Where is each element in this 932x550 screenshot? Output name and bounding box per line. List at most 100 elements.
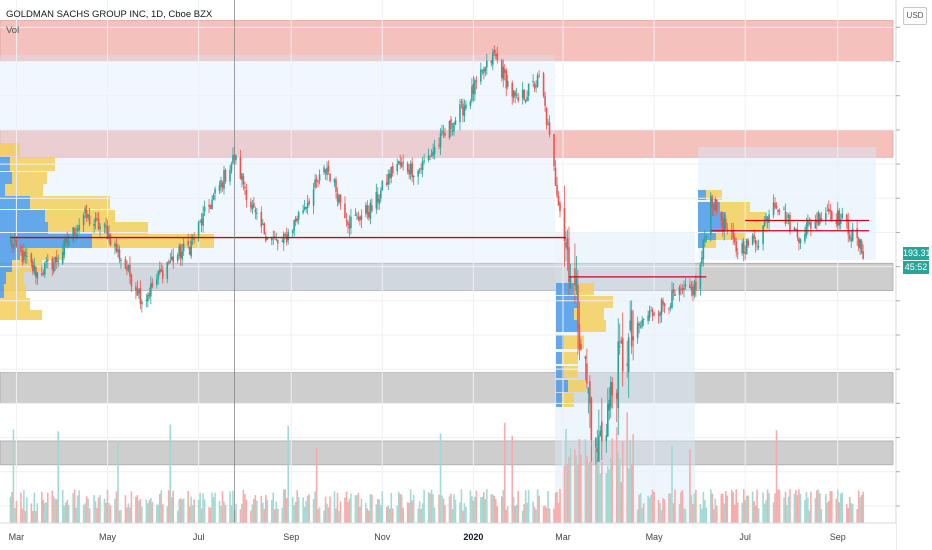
profile-bar-down — [562, 352, 578, 364]
candle-body — [798, 238, 800, 243]
candle-body — [126, 267, 128, 271]
candle-body — [850, 238, 852, 242]
candle-body — [82, 215, 85, 226]
volume-bar — [733, 504, 736, 523]
volume-bar — [618, 458, 621, 523]
volume-bar — [756, 489, 758, 523]
volume-bar — [577, 464, 579, 523]
volume-bar — [160, 490, 163, 523]
candle-body — [202, 213, 204, 226]
candle-body — [260, 211, 263, 227]
volume-bar — [67, 504, 70, 523]
volume-bar — [103, 498, 106, 523]
volume-bar — [721, 493, 724, 523]
volume-bar — [442, 498, 445, 523]
volume-bar — [453, 494, 455, 523]
candle-body — [380, 190, 382, 199]
volume-bar — [12, 429, 15, 523]
support-zone — [0, 440, 894, 466]
volume-bar — [232, 490, 234, 523]
volume-bar — [420, 508, 422, 523]
candle-body — [377, 194, 379, 203]
candle-body — [96, 219, 98, 221]
candle-body — [135, 286, 137, 291]
volume-bar — [347, 501, 349, 523]
volume-bar — [653, 492, 655, 523]
currency-button[interactable]: USD — [903, 7, 927, 25]
x-tick-label: Nov — [374, 532, 391, 542]
candle-body — [245, 190, 248, 200]
volume-bar — [375, 504, 378, 523]
candle-body — [735, 241, 738, 252]
candle-body — [157, 271, 160, 280]
volume-bar — [704, 499, 706, 523]
volume-bar — [502, 490, 505, 523]
volume-bar — [402, 507, 404, 523]
volume-bar — [108, 503, 110, 523]
volume-bar — [805, 492, 808, 523]
candle-body — [526, 96, 528, 101]
candle-body — [566, 237, 569, 250]
volume-bar — [662, 498, 664, 523]
volume-bar — [291, 496, 294, 523]
volume-bar — [775, 430, 778, 523]
volume-bar — [659, 503, 661, 523]
volume-bar — [156, 504, 158, 523]
volume-bar — [11, 492, 13, 523]
volume-bar — [639, 493, 642, 523]
volume-bar — [716, 505, 718, 523]
x-tick-label: Sep — [283, 532, 299, 542]
volume-bar — [702, 491, 705, 523]
volume-bar — [344, 497, 346, 523]
candle-body — [88, 215, 91, 225]
candle-body — [385, 182, 388, 185]
volume-bar — [586, 455, 588, 523]
volume-bar — [569, 448, 572, 523]
volume-bar — [114, 498, 116, 523]
profile-bar-down — [0, 143, 20, 156]
volume-bar — [64, 502, 67, 523]
volume-bar — [214, 492, 216, 523]
profile-bar-up — [556, 308, 574, 320]
candle-body — [763, 221, 766, 227]
candle-body — [94, 217, 97, 223]
candle-body — [281, 240, 284, 242]
profile-bar-down — [578, 296, 613, 308]
candle-body — [493, 50, 496, 54]
volume-bar — [762, 492, 764, 523]
volume-bar — [542, 506, 545, 523]
candle-body — [659, 312, 661, 317]
candle-body — [378, 198, 381, 205]
volume-bar — [741, 502, 743, 523]
volume-bar — [409, 489, 412, 523]
volume-bar — [150, 498, 152, 523]
volume-bar — [400, 494, 403, 523]
volume-bar — [209, 507, 212, 523]
candle-body — [720, 213, 723, 221]
volume-bar — [263, 508, 266, 523]
candle-body — [33, 265, 36, 273]
x-tick-label: Sep — [830, 532, 846, 542]
volume-bar — [601, 461, 603, 523]
candle-body — [105, 225, 107, 228]
candle-body — [648, 311, 651, 318]
volume-bar — [578, 438, 581, 523]
volume-bar — [784, 491, 787, 523]
volume-bar — [397, 491, 400, 523]
candle-body — [23, 251, 25, 261]
candle-body — [721, 218, 724, 231]
volume-bar — [167, 490, 170, 523]
volume-bar — [859, 497, 861, 523]
candle-body — [406, 163, 409, 172]
candle-body — [433, 146, 436, 154]
volume-bar — [747, 495, 749, 523]
candle-body — [672, 289, 675, 293]
volume-bar — [338, 510, 340, 523]
profile-bar-down — [716, 232, 746, 240]
candle-body — [63, 240, 66, 255]
candle-body — [430, 153, 433, 156]
candle-body — [678, 287, 681, 295]
candle-body — [660, 299, 663, 315]
candle-body — [97, 218, 100, 230]
